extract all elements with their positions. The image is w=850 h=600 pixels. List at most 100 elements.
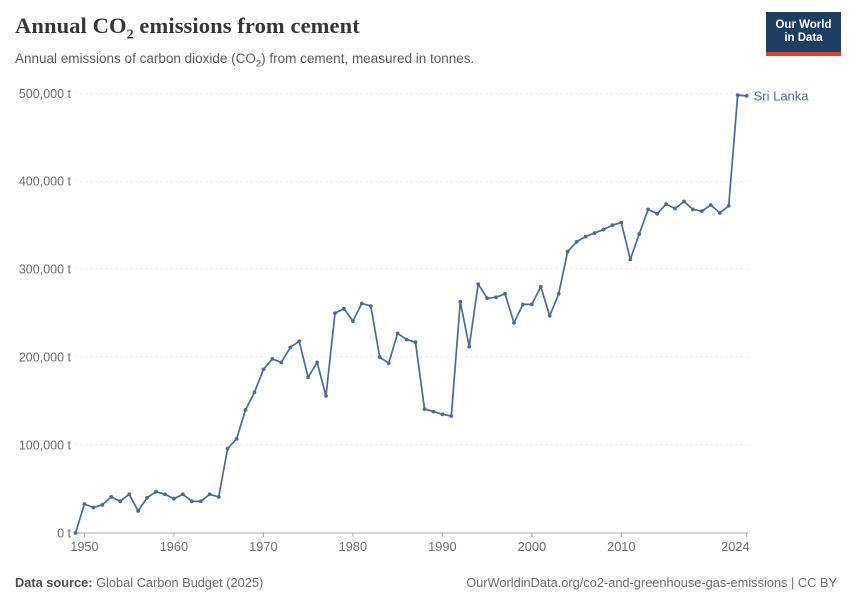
data-point[interactable] xyxy=(172,496,176,501)
data-point[interactable] xyxy=(691,207,695,212)
data-point[interactable] xyxy=(664,202,668,207)
x-axis-tick-label: 2000 xyxy=(518,539,546,554)
data-point[interactable] xyxy=(574,240,579,244)
owid-logo[interactable]: Our World in Data xyxy=(766,12,841,56)
data-source-label: Data source: xyxy=(15,575,93,590)
data-point[interactable] xyxy=(377,355,382,359)
data-point[interactable] xyxy=(628,257,633,262)
data-point[interactable] xyxy=(163,492,167,497)
data-point[interactable] xyxy=(601,227,606,232)
y-axis-tick-label: 500,000 t xyxy=(19,87,72,101)
data-point[interactable] xyxy=(494,295,498,300)
x-axis-tick-label: 1950 xyxy=(70,539,98,554)
page-title: Annual CO2 emissions from cement xyxy=(15,13,360,43)
data-point[interactable] xyxy=(673,206,677,211)
data-point[interactable] xyxy=(100,503,105,507)
line-chart-plot[interactable]: 0 t 100,000 t 200,000 t 300,000 t 400,000 t 5… xyxy=(0,74,850,560)
data-point[interactable] xyxy=(637,232,642,236)
data-point[interactable] xyxy=(646,207,651,212)
data-source-value: Global Carbon Budget (2025) xyxy=(92,575,264,590)
data-point[interactable] xyxy=(610,223,615,228)
data-point[interactable] xyxy=(118,499,123,504)
data-point[interactable] xyxy=(512,320,516,325)
data-point[interactable] xyxy=(565,249,570,254)
data-point[interactable] xyxy=(351,319,355,323)
data-point[interactable] xyxy=(324,393,328,398)
data-point[interactable] xyxy=(368,304,373,308)
data-point[interactable] xyxy=(234,437,239,441)
data-point[interactable] xyxy=(440,412,445,417)
data-point[interactable] xyxy=(181,492,185,497)
data-point[interactable] xyxy=(243,408,248,412)
data-point[interactable] xyxy=(717,211,722,215)
data-point[interactable] xyxy=(207,492,212,497)
owid-logo-box: Our World in Data xyxy=(766,12,841,52)
series-line-sri-lanka[interactable] xyxy=(74,94,748,534)
data-point[interactable] xyxy=(413,340,418,345)
entity-label[interactable]: Sri Lanka xyxy=(754,88,810,103)
data-point[interactable] xyxy=(467,344,472,349)
owid-logo-line2: in Data xyxy=(784,32,823,44)
data-point[interactable] xyxy=(306,375,310,380)
data-point[interactable] xyxy=(216,495,221,499)
data-point[interactable] xyxy=(449,414,454,418)
chart-svg[interactable]: 0 t 100,000 t 200,000 t 300,000 t 400,000 t 5… xyxy=(0,74,850,560)
data-point[interactable] xyxy=(431,409,436,414)
data-point[interactable] xyxy=(458,299,463,304)
data-point[interactable] xyxy=(592,231,597,236)
data-point[interactable] xyxy=(700,209,704,214)
data-point[interactable] xyxy=(225,446,230,451)
data-point[interactable] xyxy=(359,301,364,306)
co2-subscript: 2 xyxy=(255,58,262,70)
data-point[interactable] xyxy=(619,220,624,225)
data-point[interactable] xyxy=(342,306,346,311)
data-point[interactable] xyxy=(154,489,158,494)
y-axis-tick-label: 400,000 t xyxy=(19,175,72,189)
data-point[interactable] xyxy=(252,390,257,395)
data-point[interactable] xyxy=(655,211,659,216)
data-point[interactable] xyxy=(386,361,391,366)
data-point[interactable] xyxy=(521,302,525,307)
x-axis-tick-label: 2010 xyxy=(607,539,635,554)
data-point[interactable] xyxy=(476,282,481,286)
data-point[interactable] xyxy=(297,339,302,344)
data-point[interactable] xyxy=(91,505,96,510)
data-point[interactable] xyxy=(503,291,507,296)
data-point[interactable] xyxy=(73,531,78,535)
data-point[interactable] xyxy=(136,509,141,513)
data-point[interactable] xyxy=(288,345,293,350)
data-point[interactable] xyxy=(556,291,561,296)
y-axis-tick-label: 200,000 t xyxy=(19,351,72,365)
data-point[interactable] xyxy=(682,199,686,204)
data-point[interactable] xyxy=(270,357,275,361)
data-point[interactable] xyxy=(404,337,409,342)
data-point[interactable] xyxy=(315,360,319,365)
x-axis-tick-label: 1960 xyxy=(160,539,188,554)
data-point[interactable] xyxy=(189,499,194,504)
data-point[interactable] xyxy=(547,313,552,318)
owid-credit-link[interactable]: OurWorldinData.org/co2-and-greenhouse-ga… xyxy=(466,575,837,590)
data-point[interactable] xyxy=(583,234,588,239)
co2-subscript: 2 xyxy=(126,27,134,43)
data-point[interactable] xyxy=(145,495,150,500)
data-point[interactable] xyxy=(422,407,427,411)
data-point[interactable] xyxy=(744,94,749,98)
data-point[interactable] xyxy=(485,296,489,301)
data-point[interactable] xyxy=(109,495,114,499)
x-axis-tick-label: 1970 xyxy=(249,539,277,554)
data-point[interactable] xyxy=(127,492,132,497)
data-point[interactable] xyxy=(538,284,543,289)
data-point[interactable] xyxy=(529,302,534,307)
data-point[interactable] xyxy=(333,311,337,315)
data-point[interactable] xyxy=(261,367,266,372)
data-point[interactable] xyxy=(735,93,740,97)
data-point[interactable] xyxy=(198,499,203,504)
data-point[interactable] xyxy=(82,502,87,506)
data-point[interactable] xyxy=(395,331,400,336)
data-point[interactable] xyxy=(726,204,731,208)
data-point[interactable] xyxy=(708,203,713,207)
x-axis-tick-label: 2024 xyxy=(721,539,749,554)
data-point[interactable] xyxy=(279,360,284,365)
chart-subtitle: Annual emissions of carbon dioxide (CO2)… xyxy=(15,51,475,70)
